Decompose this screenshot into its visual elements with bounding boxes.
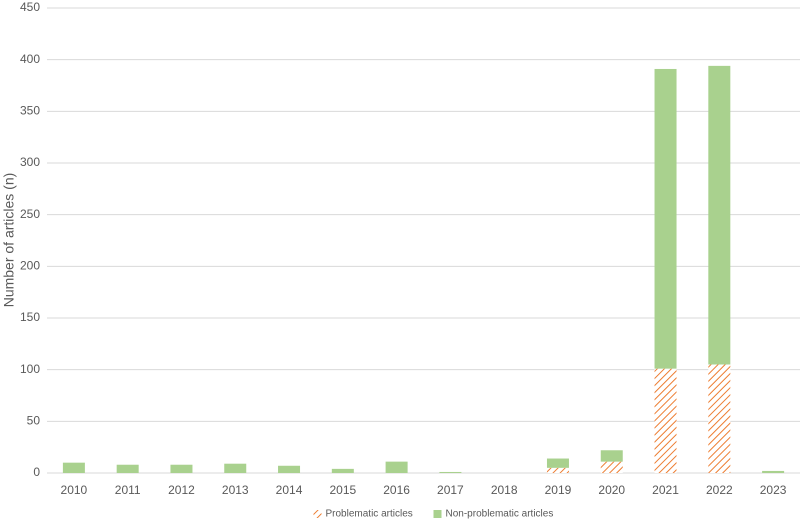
bar-segment — [546, 467, 569, 473]
y-tick-label: 100 — [20, 362, 40, 376]
bar-segment — [654, 68, 677, 369]
y-tick-label: 0 — [33, 465, 40, 479]
bar-segment — [439, 471, 462, 473]
bar-segment — [116, 464, 139, 473]
y-tick-label: 200 — [20, 259, 40, 273]
legend-label: Non-problematic articles — [446, 509, 554, 520]
y-tick-label: 50 — [27, 414, 41, 428]
y-tick-label: 300 — [20, 155, 40, 169]
x-tick-label: 2012 — [168, 483, 195, 497]
y-axis-label: Number of articles (n) — [1, 173, 17, 308]
legend-swatch — [433, 510, 442, 518]
x-tick-label: 2019 — [545, 483, 572, 497]
x-tick-label: 2023 — [760, 483, 787, 497]
bar-segment — [654, 368, 677, 473]
y-tick-label: 150 — [20, 310, 40, 324]
bar-segment — [708, 364, 731, 473]
y-tick-label: 400 — [20, 52, 40, 66]
bar-segment — [278, 465, 301, 473]
bar-segment — [170, 464, 193, 473]
bar-segment — [385, 461, 408, 473]
x-tick-label: 2018 — [491, 483, 518, 497]
x-tick-label: 2016 — [383, 483, 410, 497]
y-tick-label: 350 — [20, 104, 40, 118]
x-tick-label: 2017 — [437, 483, 464, 497]
bar-segment — [600, 450, 623, 462]
y-tick-label: 450 — [20, 0, 40, 14]
x-tick-label: 2013 — [222, 483, 249, 497]
x-tick-label: 2015 — [329, 483, 356, 497]
bar-segment — [331, 468, 354, 473]
legend-swatch — [313, 510, 322, 518]
bar-segment — [62, 462, 85, 473]
bar-segment — [224, 463, 247, 473]
bar-segment — [546, 458, 569, 468]
x-tick-label: 2020 — [598, 483, 625, 497]
x-tick-label: 2022 — [706, 483, 733, 497]
legend-label: Problematic articles — [326, 509, 413, 520]
bar-segment — [600, 461, 623, 473]
y-tick-label: 250 — [20, 207, 40, 221]
bar-segment — [708, 65, 731, 365]
x-tick-label: 2014 — [276, 483, 303, 497]
bar-segment — [762, 470, 785, 473]
x-tick-label: 2011 — [115, 483, 141, 497]
x-tick-label: 2021 — [652, 483, 679, 497]
x-tick-label: 2010 — [61, 483, 88, 497]
